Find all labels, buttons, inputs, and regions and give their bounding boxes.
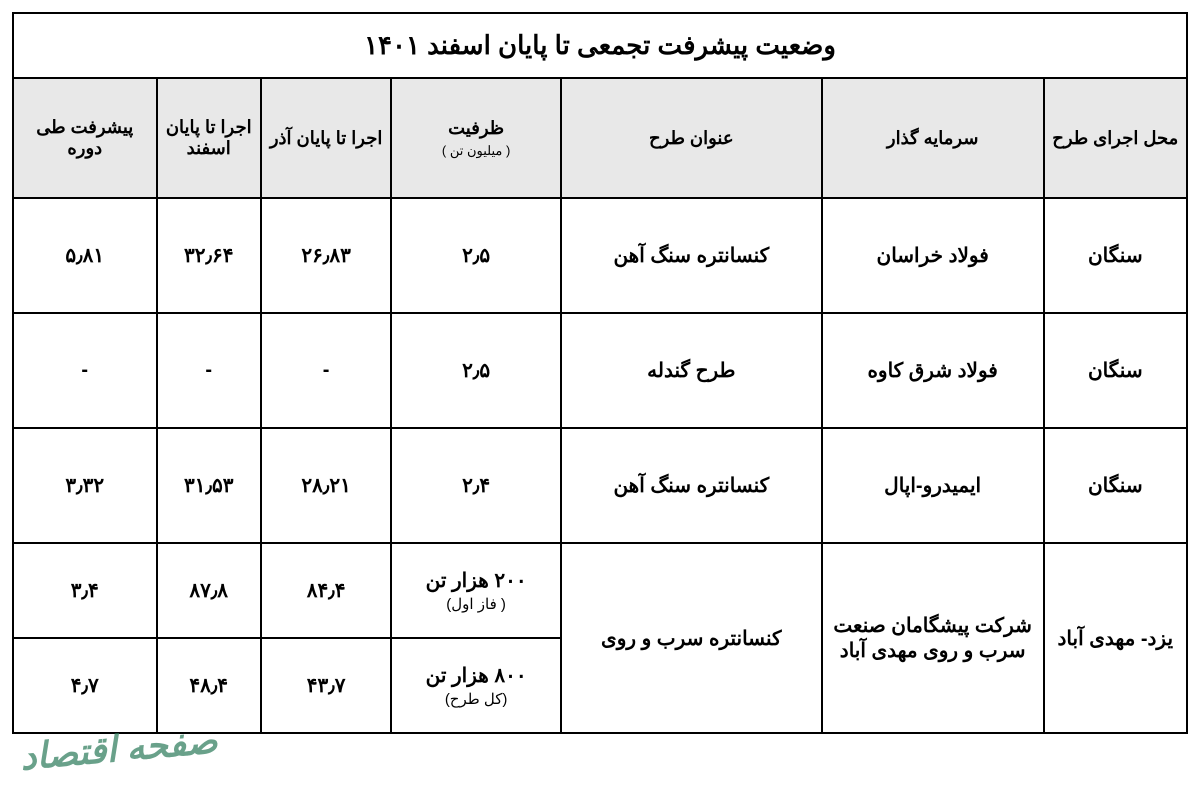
cell-exec-esfand: ۸۷٫۸ <box>157 543 261 638</box>
header-exec-azar: اجرا تا پایان آذر <box>261 78 391 198</box>
header-capacity-main: ظرفیت <box>448 118 504 138</box>
cell-progress: - <box>13 313 157 428</box>
cell-investor: فولاد خراسان <box>822 198 1044 313</box>
progress-table: وضعیت پیشرفت تجمعی تا پایان اسفند ۱۴۰۱ م… <box>12 12 1188 734</box>
cell-investor: شرکت پیشگامان صنعت سرب و روی مهدی آباد <box>822 543 1044 733</box>
cell-capacity: ۲٫۵ <box>391 313 561 428</box>
table-row: سنگان فولاد شرق کاوه طرح گندله ۲٫۵ - - - <box>13 313 1187 428</box>
cell-exec-azar: ۲۶٫۸۳ <box>261 198 391 313</box>
header-capacity: ظرفیت ( میلیون تن ) <box>391 78 561 198</box>
cell-exec-azar: ۲۸٫۲۱ <box>261 428 391 543</box>
title-row: وضعیت پیشرفت تجمعی تا پایان اسفند ۱۴۰۱ <box>13 13 1187 78</box>
cell-exec-azar: ۴۳٫۷ <box>261 638 391 733</box>
cell-exec-esfand: ۳۲٫۶۴ <box>157 198 261 313</box>
table-title: وضعیت پیشرفت تجمعی تا پایان اسفند ۱۴۰۱ <box>13 13 1187 78</box>
cell-exec-esfand: ۴۸٫۴ <box>157 638 261 733</box>
cell-progress: ۵٫۸۱ <box>13 198 157 313</box>
header-investor: سرمایه گذار <box>822 78 1044 198</box>
table-row: یزد- مهدی آباد شرکت پیشگامان صنعت سرب و … <box>13 543 1187 638</box>
capacity-value: ۲۰۰ هزار تن <box>426 570 527 592</box>
capacity-note: (کل طرح) <box>396 690 556 708</box>
header-progress: پیشرفت طی دوره <box>13 78 157 198</box>
cell-capacity: ۲۰۰ هزار تن ( فاز اول) <box>391 543 561 638</box>
header-exec-esfand: اجرا تا پایان اسفند <box>157 78 261 198</box>
header-capacity-sub: ( میلیون تن ) <box>398 143 554 159</box>
cell-location: سنگان <box>1044 428 1187 543</box>
cell-capacity: ۸۰۰ هزار تن (کل طرح) <box>391 638 561 733</box>
header-row: محل اجرای طرح سرمایه گذار عنوان طرح ظرفی… <box>13 78 1187 198</box>
cell-location: یزد- مهدی آباد <box>1044 543 1187 733</box>
cell-location: سنگان <box>1044 198 1187 313</box>
cell-project: طرح گندله <box>561 313 822 428</box>
capacity-note: ( فاز اول) <box>396 595 556 613</box>
header-location: محل اجرای طرح <box>1044 78 1187 198</box>
cell-exec-esfand: - <box>157 313 261 428</box>
cell-progress: ۴٫۷ <box>13 638 157 733</box>
cell-capacity: ۲٫۴ <box>391 428 561 543</box>
cell-project: کنسانتره سنگ آهن <box>561 198 822 313</box>
cell-capacity: ۲٫۵ <box>391 198 561 313</box>
table-row: سنگان فولاد خراسان کنسانتره سنگ آهن ۲٫۵ … <box>13 198 1187 313</box>
cell-exec-azar: ۸۴٫۴ <box>261 543 391 638</box>
table-row: سنگان ایمیدرو-اپال کنسانتره سنگ آهن ۲٫۴ … <box>13 428 1187 543</box>
cell-exec-esfand: ۳۱٫۵۳ <box>157 428 261 543</box>
cell-location: سنگان <box>1044 313 1187 428</box>
cell-progress: ۳٫۳۲ <box>13 428 157 543</box>
cell-investor: ایمیدرو-اپال <box>822 428 1044 543</box>
cell-project: کنسانتره سنگ آهن <box>561 428 822 543</box>
header-project: عنوان طرح <box>561 78 822 198</box>
cell-progress: ۳٫۴ <box>13 543 157 638</box>
cell-investor: فولاد شرق کاوه <box>822 313 1044 428</box>
cell-project: کنسانتره سرب و روی <box>561 543 822 733</box>
cell-exec-azar: - <box>261 313 391 428</box>
capacity-value: ۸۰۰ هزار تن <box>426 665 527 687</box>
